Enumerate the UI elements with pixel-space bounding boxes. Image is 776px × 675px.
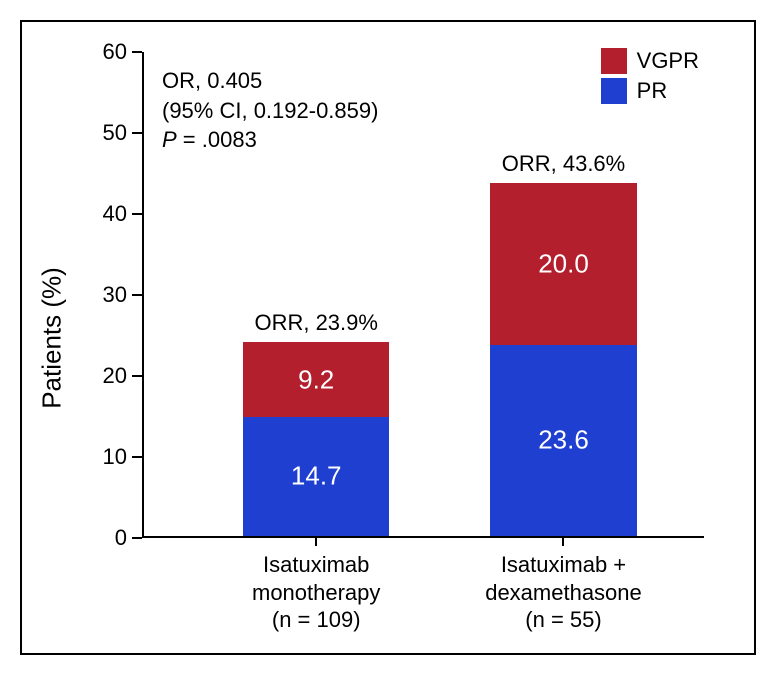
y-tick-label: 0 (87, 525, 127, 551)
bar-isatuximab-dexamethasone: ORR, 43.6% 23.6 20.0 Isatuximab + dexame… (490, 183, 636, 536)
y-tick-label: 20 (87, 363, 127, 389)
x-tick (315, 536, 317, 546)
x-tick (562, 536, 564, 546)
y-tick-label: 50 (87, 120, 127, 146)
bar-value-pr: 23.6 (490, 425, 636, 456)
y-tick (132, 132, 142, 134)
y-tick (132, 537, 142, 539)
x-category-label: Isatuximab monotherapy (n = 109) (252, 551, 380, 634)
plot-area: 0 10 20 30 40 50 60 ORR, 23.9% 14.7 9.2 … (142, 52, 704, 538)
bar-segment-pr: 14.7 (243, 417, 389, 536)
y-tick (132, 213, 142, 215)
bar-segment-vgpr: 9.2 (243, 342, 389, 417)
bar-segment-pr: 23.6 (490, 345, 636, 536)
x-cat-line: (n = 55) (525, 607, 601, 632)
x-category-label: Isatuximab + dexamethasone (n = 55) (485, 551, 642, 634)
bar-value-vgpr: 20.0 (490, 248, 636, 279)
orr-label: ORR, 23.9% (254, 310, 378, 336)
y-tick-label: 60 (87, 39, 127, 65)
x-cat-line: dexamethasone (485, 580, 642, 605)
y-axis-title: Patients (%) (37, 267, 68, 409)
bar-isatuximab-monotherapy: ORR, 23.9% 14.7 9.2 Isatuximab monothera… (243, 342, 389, 536)
x-cat-line: (n = 109) (272, 607, 361, 632)
y-tick (132, 51, 142, 53)
y-tick-label: 40 (87, 201, 127, 227)
y-tick (132, 294, 142, 296)
y-tick (132, 375, 142, 377)
x-cat-line: Isatuximab (263, 552, 369, 577)
x-cat-line: monotherapy (252, 580, 380, 605)
orr-label: ORR, 43.6% (502, 151, 626, 177)
x-cat-line: Isatuximab + (501, 552, 626, 577)
x-axis-line (142, 536, 704, 538)
bar-value-vgpr: 9.2 (243, 364, 389, 395)
bar-segment-vgpr: 20.0 (490, 183, 636, 345)
y-tick-label: 10 (87, 444, 127, 470)
y-axis-line (142, 52, 144, 538)
chart-frame: Patients (%) OR, 0.405 (95% CI, 0.192-0.… (20, 20, 756, 655)
y-tick-label: 30 (87, 282, 127, 308)
y-tick (132, 456, 142, 458)
bar-value-pr: 14.7 (243, 461, 389, 492)
